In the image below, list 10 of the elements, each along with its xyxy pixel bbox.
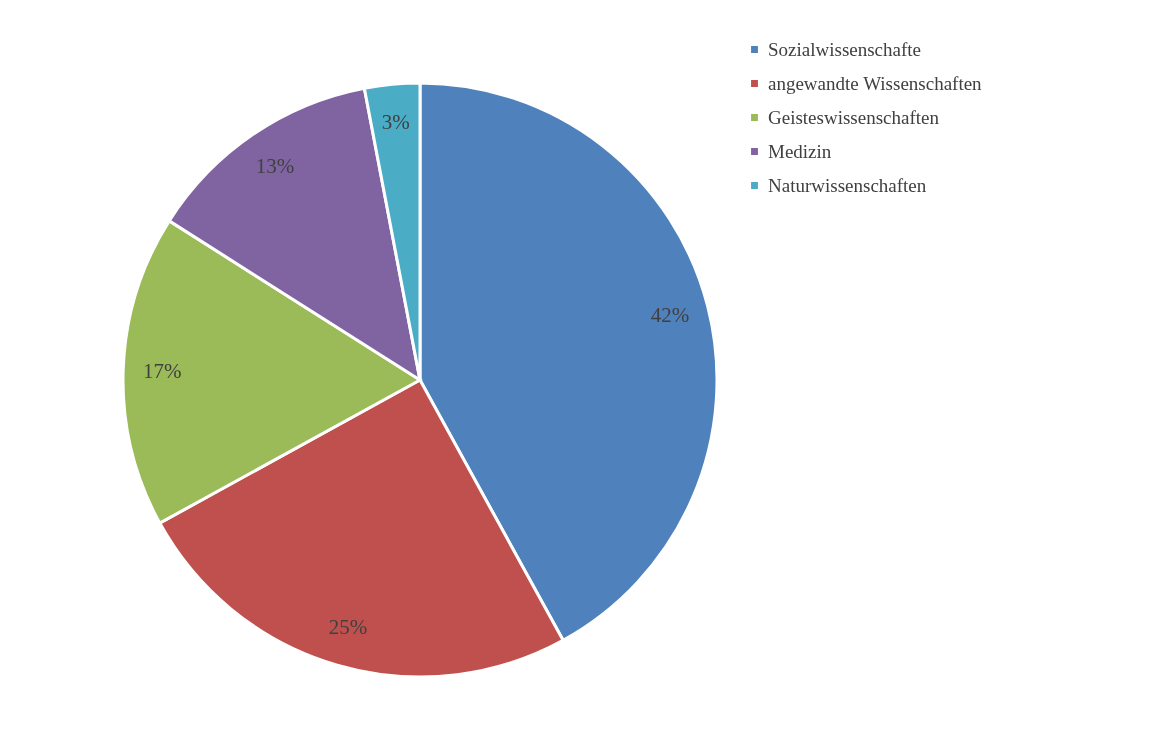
legend-label: Sozialwissenschafte [768,38,922,60]
data-label: 3% [381,110,410,135]
data-label: 13% [255,153,295,178]
legend-label: Medizin [768,140,832,162]
legend-label: angewandte Wissenschaften [768,72,983,94]
data-label: 17% [142,358,182,383]
legend-label: Naturwissenschaften [768,174,927,196]
data-label: 42% [650,302,690,327]
data-label: 25% [328,614,368,639]
legend-label: Geisteswissenschaften [768,106,940,128]
